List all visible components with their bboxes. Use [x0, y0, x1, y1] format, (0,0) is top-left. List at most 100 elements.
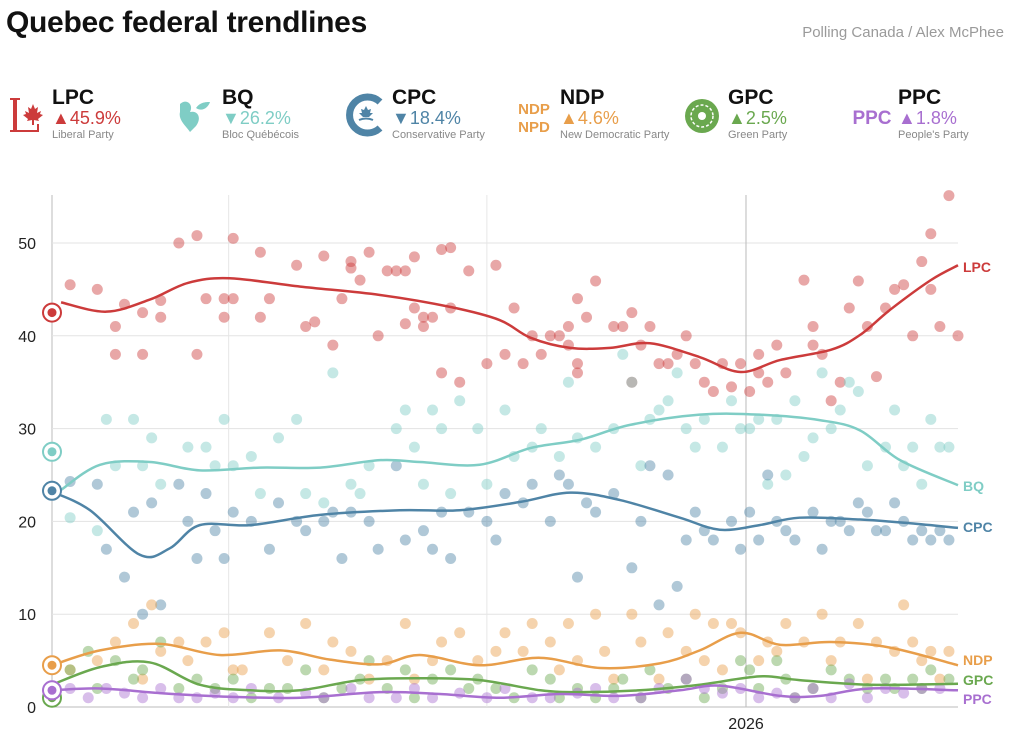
gpc-trendline — [51, 660, 959, 694]
lpc-poll-point — [109, 321, 121, 333]
ppc-poll-point — [82, 692, 94, 704]
bq-poll-point — [925, 413, 937, 425]
gpc-poll-point — [137, 664, 149, 676]
legend-cpc: CPC ▼18.4% Conservative Party — [340, 86, 508, 156]
lpc-poll-point — [336, 293, 348, 305]
ndp-poll-point — [399, 617, 411, 629]
gpc-poll-point — [526, 664, 538, 676]
legend-ndp: NDP NPD NDP ▲4.6% New Democratic Party — [508, 86, 676, 156]
cpc-poll-point — [861, 506, 873, 518]
conservative-logo-icon — [346, 93, 383, 137]
gpc-poll-point — [173, 682, 185, 694]
bq-poll-point — [354, 488, 366, 500]
cpc-poll-point — [227, 506, 239, 518]
lpc-poll-point — [91, 283, 103, 295]
lpc-poll-point — [227, 232, 239, 244]
lpc-poll-point — [807, 321, 819, 333]
cpc-poll-point — [526, 478, 538, 490]
ndp-poll-point — [553, 664, 565, 676]
ppc-poll-point — [526, 692, 538, 704]
cpc-poll-point — [544, 515, 556, 527]
ndp-poll-point — [91, 655, 103, 667]
logo-text: NDP — [518, 101, 550, 118]
bq-poll-point — [680, 423, 692, 435]
bq-poll-point — [653, 404, 665, 416]
cpc-poll-point — [300, 525, 312, 537]
bq-poll-point — [499, 404, 511, 416]
lpc-poll-point — [345, 262, 357, 274]
ppc-line-label: PPC — [963, 691, 992, 707]
ndp-poll-point — [436, 636, 448, 648]
lpc-poll-point — [798, 274, 810, 286]
cpc-poll-point — [635, 515, 647, 527]
bq-poll-point — [553, 450, 565, 462]
lpc-poll-point — [345, 256, 357, 268]
ndp-poll-point — [943, 645, 955, 657]
cpc-poll-point — [137, 608, 149, 620]
bq-poll-point — [345, 478, 357, 490]
lpc-poll-point — [771, 339, 783, 351]
party-name: Bloc Québécois — [222, 129, 300, 141]
lpc-poll-point — [571, 367, 583, 379]
party-abbr: CPC — [392, 86, 437, 109]
cpc-poll-point — [390, 460, 402, 472]
gpc-poll-point — [771, 655, 783, 667]
bq-poll-point — [735, 423, 747, 435]
party-name: People's Party — [898, 129, 969, 141]
bq-poll-point — [689, 441, 701, 453]
cpc-poll-point — [318, 515, 330, 527]
cpc-poll-point — [780, 525, 792, 537]
cpc-poll-point — [490, 534, 502, 546]
cpc-poll-point — [753, 534, 765, 546]
bq-poll-point — [798, 450, 810, 462]
lpc-poll-point — [254, 246, 266, 258]
bq-poll-point — [535, 423, 547, 435]
lpc-poll-point — [662, 358, 674, 370]
cpc-poll-point — [363, 515, 375, 527]
lpc-poll-point — [635, 339, 647, 351]
bq-poll-point — [436, 423, 448, 435]
lpc-poll-point — [925, 283, 937, 295]
lpc-poll-point — [544, 330, 556, 342]
lpc-poll-point — [300, 321, 312, 333]
gpc-poll-point — [680, 673, 692, 685]
ndp-poll-point — [608, 673, 620, 685]
cpc-poll-point — [816, 543, 828, 555]
ppc-poll-point — [716, 687, 728, 699]
lpc-poll-point — [508, 302, 520, 314]
y-tick-label: 0 — [27, 700, 36, 717]
bq-poll-point — [698, 413, 710, 425]
gpc-poll-point — [880, 673, 892, 685]
cpc-poll-point — [789, 534, 801, 546]
bq-poll-point — [943, 441, 955, 453]
cpc-poll-point — [726, 515, 737, 527]
lpc-poll-point — [254, 311, 266, 323]
cpc-poll-point — [118, 571, 130, 583]
ppc-poll-point — [753, 692, 765, 704]
lpc-poll-point — [454, 376, 466, 388]
ndp-poll-point — [327, 636, 339, 648]
bq-poll-point — [789, 395, 801, 407]
lpc-poll-point — [943, 190, 955, 202]
ndp-poll-point — [707, 617, 719, 629]
cpc-poll-point — [889, 497, 901, 509]
ndp-poll-point — [318, 664, 330, 676]
cpc-poll-point — [100, 543, 112, 555]
bq-poll-point — [209, 460, 221, 472]
cpc-poll-point — [843, 525, 855, 537]
ndp-poll-point — [698, 655, 710, 667]
lpc-poll-point — [653, 358, 665, 370]
bq-trendline — [60, 412, 959, 491]
bq-poll-point — [626, 376, 638, 388]
bq-poll-point — [861, 460, 873, 472]
gpc-poll-point — [644, 664, 656, 676]
lpc-poll-point — [227, 293, 239, 305]
cpc-poll-point — [870, 525, 882, 537]
bq-poll-point — [662, 395, 674, 407]
ndp-poll-point — [300, 617, 312, 629]
bloc-logo-icon — [179, 101, 210, 132]
ndp-trendline — [51, 631, 959, 670]
party-percent: ▲2.5% — [728, 108, 787, 128]
y-tick-label: 40 — [18, 329, 36, 346]
lpc-poll-point — [617, 321, 629, 333]
